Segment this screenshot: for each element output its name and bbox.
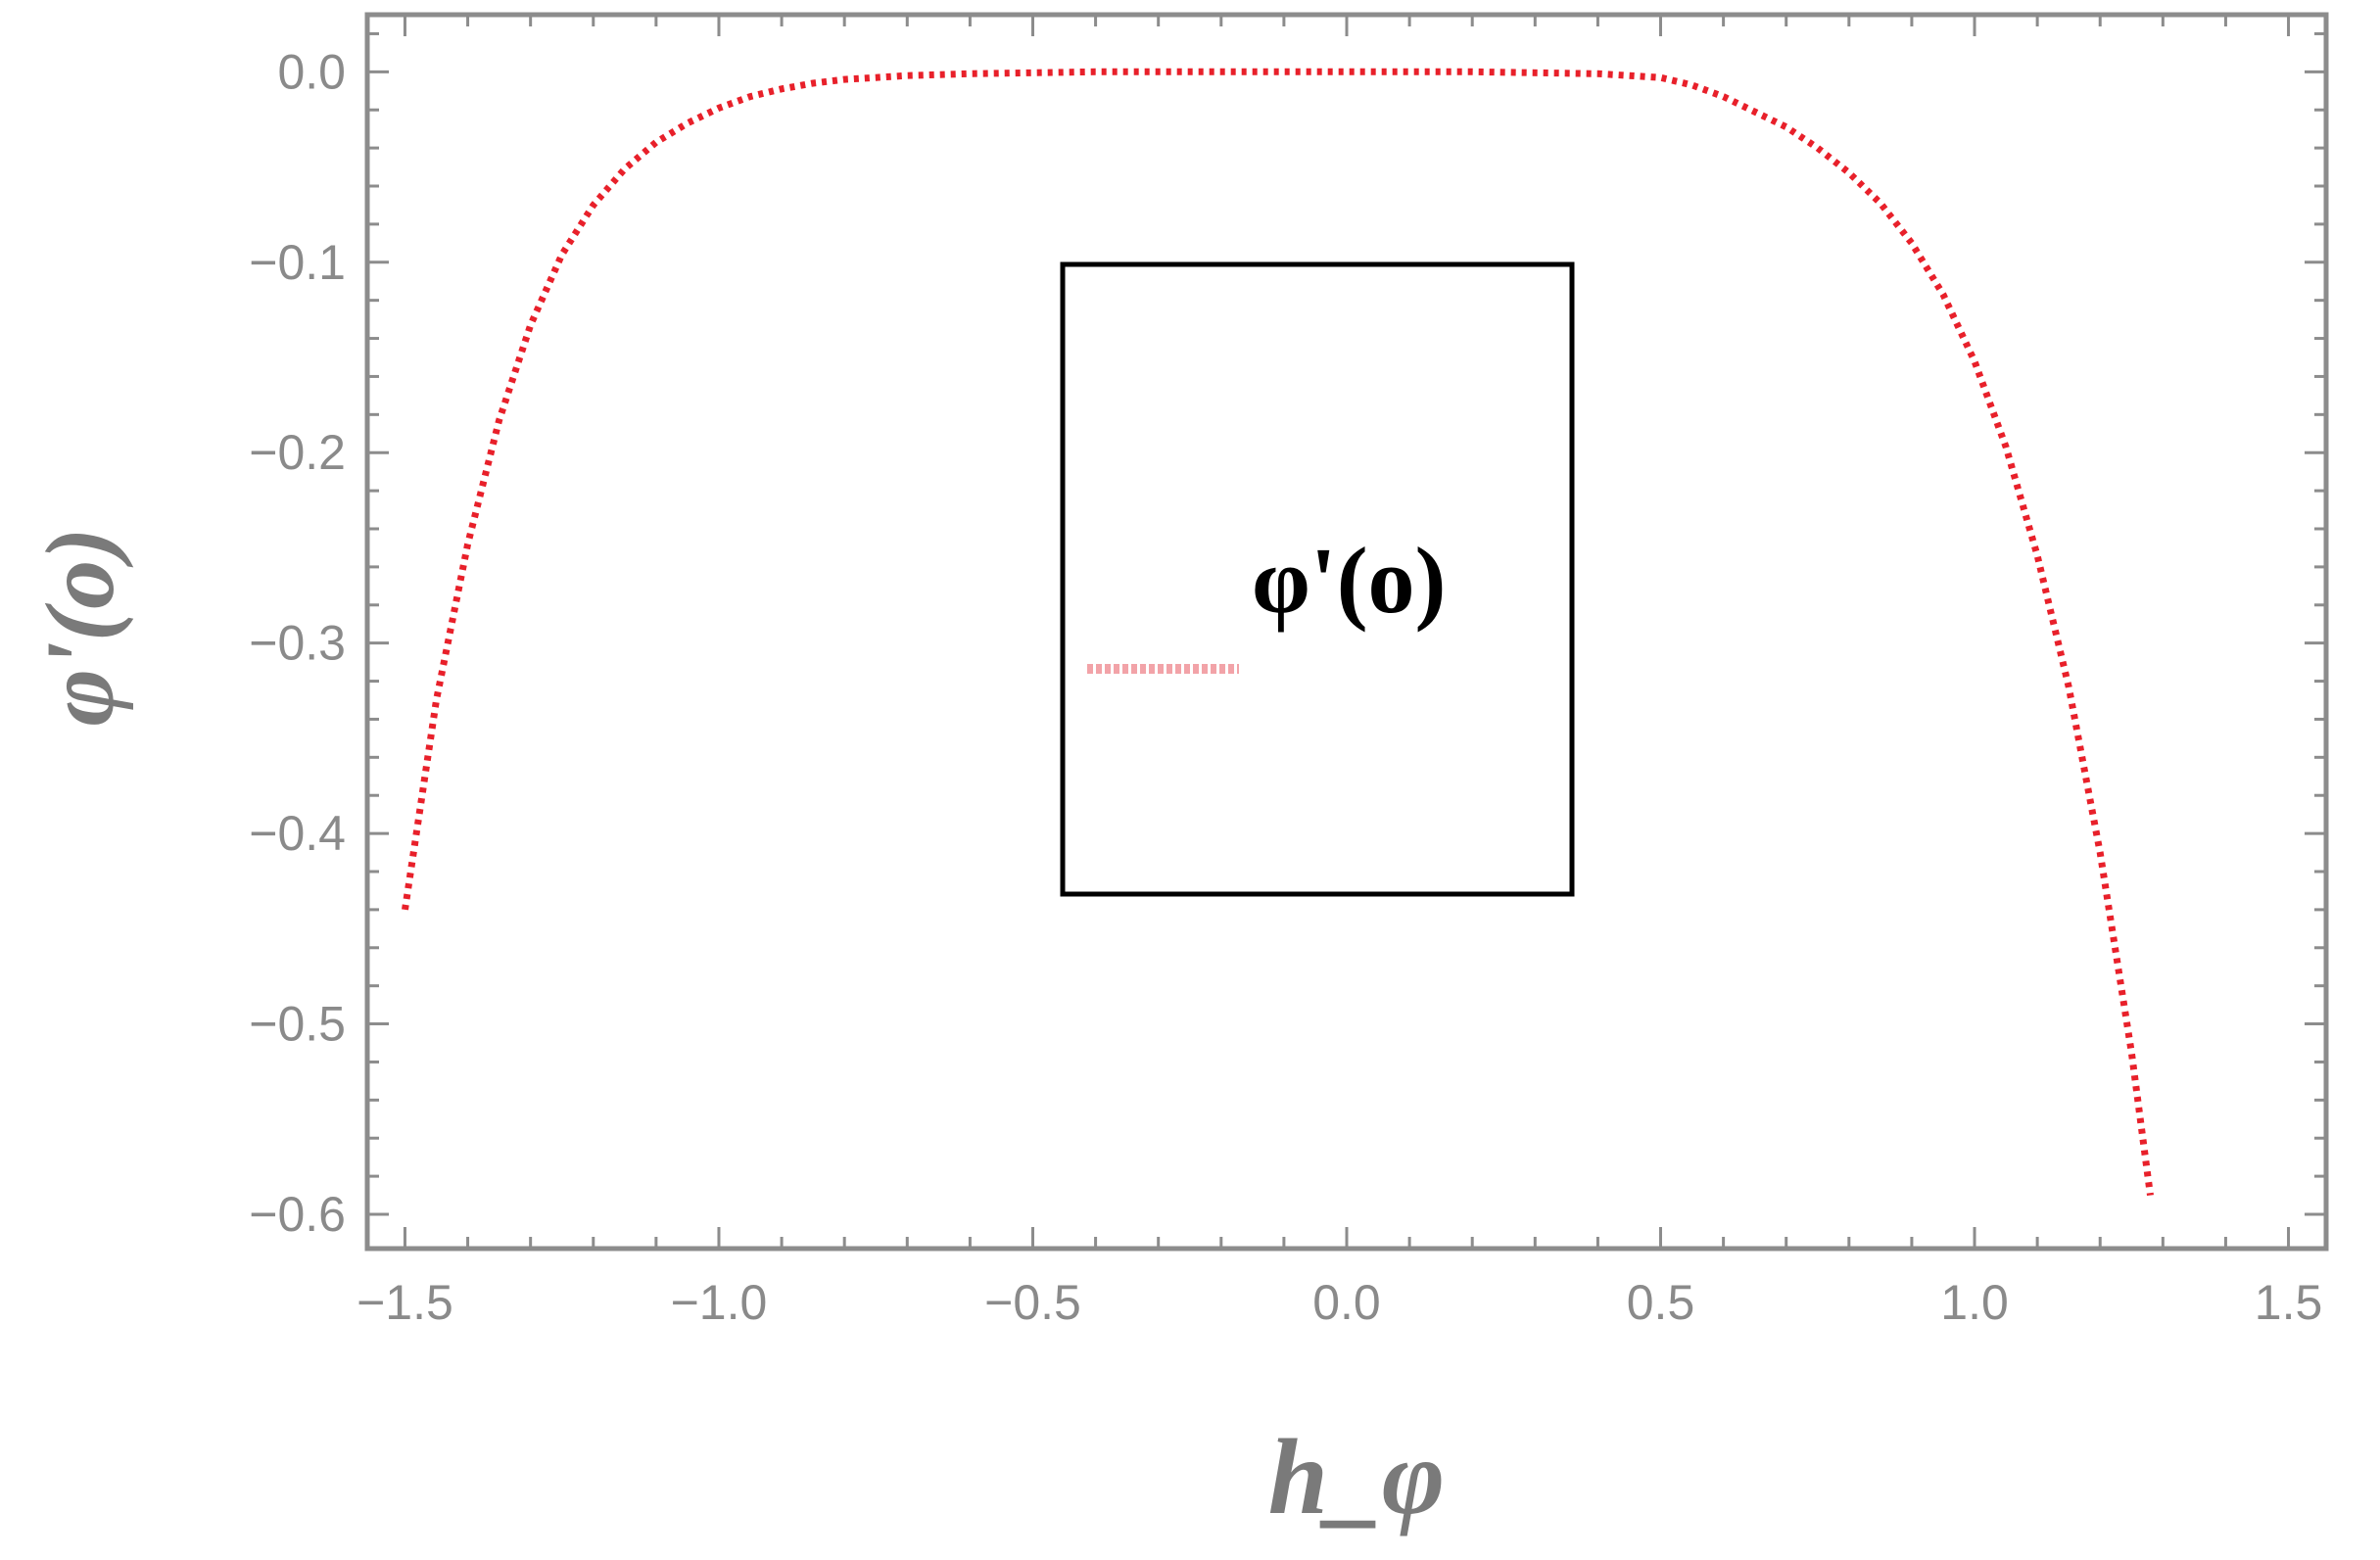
tick-labels: −1.5 −1.0 −0.5 0.0 0.5 1.0 1.5 0.0 −0.1 −0.2 −0.3 −… <box>249 44 2322 1330</box>
y-tick-label: −0.6 <box>249 1187 346 1242</box>
x-tick-label: −1.0 <box>671 1275 768 1330</box>
y-tick-label: 0.0 <box>277 44 346 99</box>
x-tick-label: 0.0 <box>1312 1275 1381 1330</box>
x-tick-label: −0.5 <box>984 1275 1081 1330</box>
y-tick-label: −0.2 <box>249 425 346 480</box>
x-tick-label: 1.0 <box>1940 1275 2009 1330</box>
legend: φ'(o) <box>1060 261 1575 897</box>
y-tick-label: −0.5 <box>249 997 346 1052</box>
legend-box <box>1060 261 1575 897</box>
x-tick-label: 0.5 <box>1627 1275 1695 1330</box>
y-axis-title: φ'(o) <box>25 528 134 727</box>
legend-label: φ'(o) <box>1252 528 1447 633</box>
y-tick-label: −0.3 <box>249 616 346 671</box>
x-tick-label: −1.5 <box>357 1275 453 1330</box>
y-tick-label: −0.4 <box>249 806 346 861</box>
y-tick-label: −0.1 <box>249 235 346 290</box>
x-tick-label: 1.5 <box>2255 1275 2323 1330</box>
ticks <box>367 15 2326 1249</box>
series <box>402 68 2154 1197</box>
x-axis-title: h_φ <box>1268 1417 1446 1536</box>
series-line <box>402 68 2154 1197</box>
